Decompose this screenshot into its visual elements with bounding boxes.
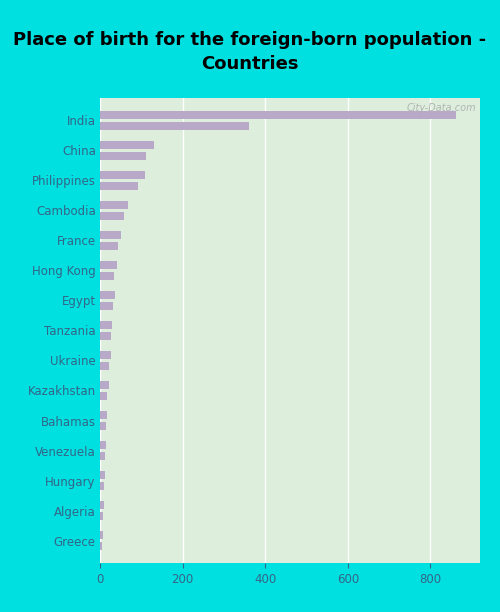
Bar [100,272,114,280]
Bar [100,261,116,269]
Bar [100,201,128,209]
Bar [100,212,124,220]
Bar [100,542,102,550]
Bar [100,122,248,130]
Bar [100,231,122,239]
Bar [100,141,154,149]
Bar [100,501,104,509]
Bar [100,351,110,359]
Bar [100,452,104,460]
Bar [100,531,103,539]
Bar [100,482,103,490]
Bar [100,291,116,299]
Bar [100,152,146,160]
Bar [100,242,118,250]
Bar [100,422,106,430]
Bar [100,392,107,400]
Bar [100,171,146,179]
Bar [100,302,113,310]
Bar [100,381,108,389]
Bar [100,332,110,340]
Bar [100,512,103,520]
Bar [100,321,112,329]
Bar [100,441,106,449]
Bar [100,471,105,479]
Bar [100,182,138,190]
Bar [100,111,456,119]
Bar [100,411,107,419]
Text: Place of birth for the foreign-born population -
Countries: Place of birth for the foreign-born popu… [14,31,486,73]
Text: City-Data.com: City-Data.com [406,103,476,113]
Bar [100,362,109,370]
